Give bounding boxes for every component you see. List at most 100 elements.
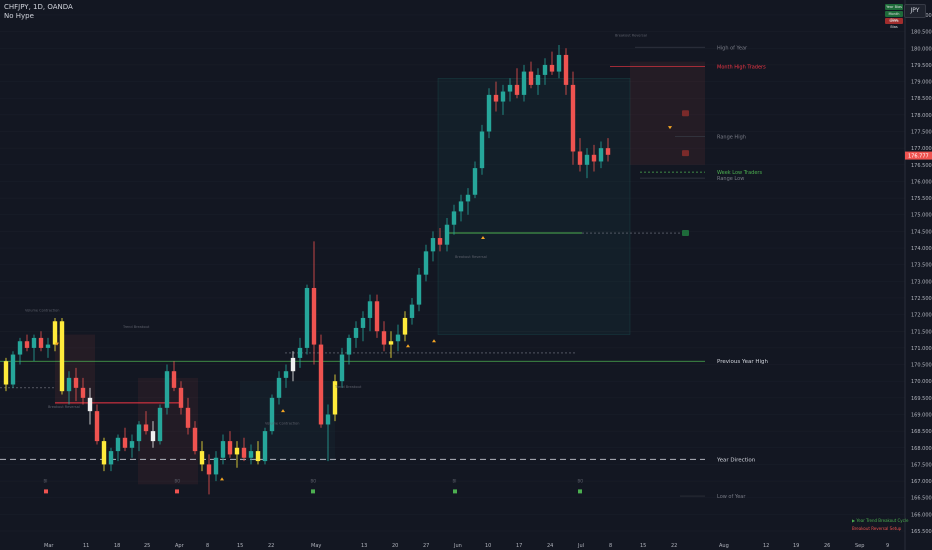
marker-box — [453, 489, 457, 494]
candle-body — [213, 457, 219, 475]
candle-body — [409, 304, 415, 318]
signal-triangle — [55, 342, 59, 346]
candle-body — [570, 84, 576, 152]
price-tick-label: 176.000 — [911, 179, 932, 185]
candle-body — [290, 357, 296, 372]
marker-label: BO — [175, 479, 181, 484]
candle-body — [402, 317, 408, 335]
price-tick-label: 175.000 — [911, 213, 932, 219]
time-tick-label: May — [311, 543, 321, 549]
candle-body — [577, 151, 583, 165]
candle-body — [129, 441, 135, 448]
candle-body — [10, 354, 16, 385]
legend-entry: Breakout Reversal Setup — [852, 526, 902, 531]
signal-triangle — [281, 409, 285, 413]
candle-body — [367, 301, 373, 318]
candle-body — [192, 427, 198, 452]
time-tick-label: Sep — [855, 543, 864, 549]
time-tick-label: 20 — [392, 543, 398, 549]
legend-entry: ▶ Year Trend Breakout Cycle — [852, 518, 909, 523]
marker-label: BI — [44, 479, 48, 484]
currency-button[interactable]: JPY — [904, 4, 926, 18]
level-label: High of Year — [717, 45, 748, 51]
candle-body — [528, 71, 534, 85]
price-tick-label: 173.000 — [911, 279, 932, 285]
candle-body — [556, 54, 562, 72]
candle-body — [507, 84, 513, 92]
level-label: Range Low — [717, 176, 744, 182]
annotation-label: Trend Breakout — [122, 325, 150, 329]
time-axis[interactable]: Mar 11 18 25 Apr 8 15 22 May 13 20 27 Jun 10 17 24 Jul 8 1… — [44, 543, 889, 549]
candle-body — [605, 148, 611, 155]
time-tick-label: 15 — [640, 543, 646, 549]
price-axis[interactable]: 181.000180.500180.000179.500179.000178.5… — [904, 0, 932, 550]
time-tick-label: 10 — [485, 543, 491, 549]
candle-body — [304, 287, 310, 348]
candle-body — [17, 341, 23, 355]
candle-body — [143, 424, 149, 432]
marker-box — [311, 489, 315, 494]
price-tick-label: 172.000 — [911, 313, 932, 319]
price-tick-label: 168.500 — [911, 429, 932, 435]
candle-body — [234, 447, 240, 455]
price-tick-label: 171.500 — [911, 329, 932, 335]
time-tick-label: 27 — [423, 543, 429, 549]
time-tick-label: Jul — [577, 543, 584, 549]
price-tick-label: 168.000 — [911, 446, 932, 452]
candle-body — [24, 341, 30, 348]
annotation-label: Breakout Reversal — [455, 255, 487, 259]
candles — [3, 44, 611, 495]
candle-body — [563, 54, 569, 85]
candle-body — [255, 451, 261, 462]
status-cell-M: Month Bias — [885, 11, 903, 22]
candle-body — [430, 238, 436, 252]
indicator-name[interactable]: No Hype — [4, 12, 34, 20]
candle-body — [598, 148, 604, 162]
axis-bg — [905, 0, 932, 550]
candle-body — [45, 344, 51, 348]
time-tick-label: 25 — [144, 543, 150, 549]
candle-body — [80, 387, 86, 398]
side-badge — [682, 110, 689, 117]
candle-body — [360, 317, 366, 328]
time-tick-label: 15 — [237, 543, 243, 549]
annotation-label: Volume Contraction — [265, 421, 300, 425]
marker-box — [578, 489, 582, 494]
side-badge — [682, 150, 689, 157]
candle-body — [73, 377, 79, 388]
candle-body — [584, 154, 590, 165]
price-tick-label: 169.500 — [911, 396, 932, 402]
candle-body — [108, 451, 114, 465]
candle-body — [535, 74, 541, 85]
annotation-label: Trend Breakout — [334, 385, 362, 389]
time-tick-label: 22 — [671, 543, 677, 549]
price-tick-label: 175.500 — [911, 196, 932, 202]
price-tick-label: 180.000 — [911, 46, 932, 52]
candle-body — [318, 344, 324, 425]
level-lines: High of Year Month High Traders Range High… — [0, 45, 769, 500]
marker-label: BI — [453, 479, 457, 484]
legend: ▶ Year Trend Breakout Cycle Breakout Reve… — [852, 518, 909, 531]
time-tick-label: Jun — [453, 543, 462, 549]
candle-body — [374, 301, 380, 332]
price-tick-label: 177.500 — [911, 130, 932, 136]
time-tick-label: Apr — [175, 543, 185, 549]
time-tick-label: 26 — [824, 543, 830, 549]
price-tick-label: 176.500 — [911, 163, 932, 169]
candle-body — [388, 341, 394, 345]
candle-body — [3, 361, 9, 385]
price-tick-label: 170.500 — [911, 363, 932, 369]
price-tick-label: 179.000 — [911, 80, 932, 86]
price-tick-label: 174.000 — [911, 246, 932, 252]
candle-body — [178, 387, 184, 408]
level-label: Year Direction — [716, 457, 756, 463]
time-tick-label: Aug — [719, 543, 729, 549]
candle-body — [101, 441, 107, 465]
level-label: Month High Traders — [717, 65, 766, 71]
annotation-label: Breakout Reversal — [615, 34, 647, 38]
candle-body — [66, 377, 72, 392]
candle-body — [150, 431, 156, 442]
candle-body — [381, 331, 387, 345]
